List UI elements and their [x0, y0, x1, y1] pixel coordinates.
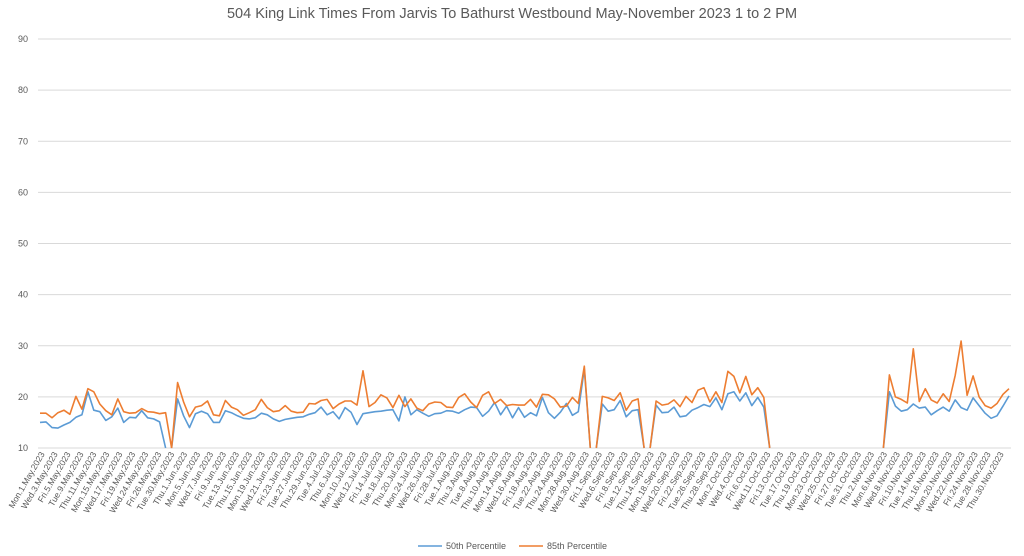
y-tick-label: 60: [18, 187, 28, 197]
legend-label: 85th Percentile: [547, 541, 607, 551]
y-tick-label: 20: [18, 392, 28, 402]
series-lines: [39, 340, 1010, 449]
y-tick-label: 10: [18, 443, 28, 453]
y-tick-label: 50: [18, 239, 28, 249]
legend-label: 50th Percentile: [446, 541, 506, 551]
legend: 50th Percentile 85th Percentile: [418, 541, 607, 551]
x-axis-ticks: Mon.1.May.2023Wed.3.May.2023Fri.5.May.20…: [6, 450, 1005, 515]
series-line-1: [40, 340, 1010, 449]
y-tick-label: 40: [18, 290, 28, 300]
y-tick-label: 70: [18, 136, 28, 146]
series-line-0: [39, 368, 1010, 449]
chart-title: 504 King Link Times From Jarvis To Bathu…: [226, 6, 798, 22]
y-axis-ticks: 10 20 30 40 50 60 70 80 90: [18, 34, 28, 453]
gridlines: [38, 38, 1011, 449]
y-tick-label: 90: [18, 34, 28, 44]
y-tick-label: 30: [18, 341, 28, 351]
y-tick-label: 80: [18, 85, 28, 95]
